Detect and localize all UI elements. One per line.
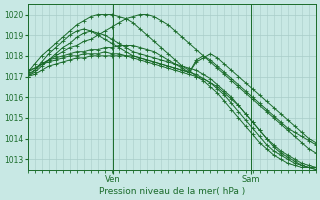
X-axis label: Pression niveau de la mer( hPa ): Pression niveau de la mer( hPa ) xyxy=(99,187,245,196)
